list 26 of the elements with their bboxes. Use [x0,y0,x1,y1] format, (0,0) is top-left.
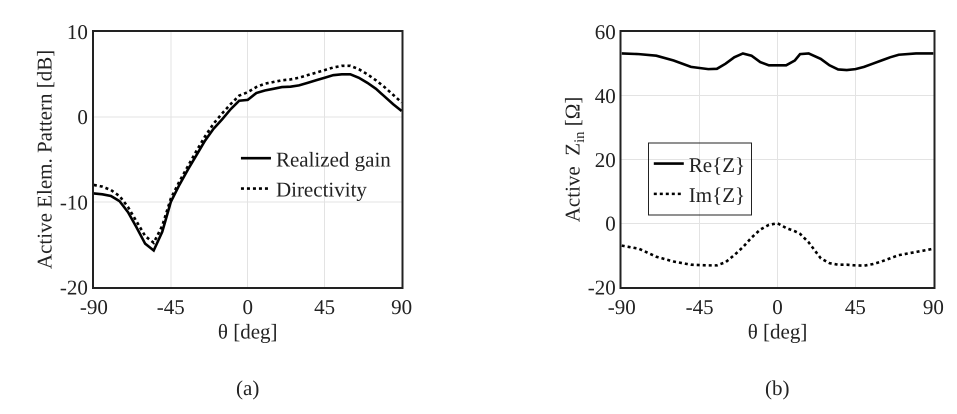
x-tick-label: 90 [391,295,412,320]
x-tick-label: 90 [922,295,944,320]
legend-label: Realized gain [276,147,392,172]
x-tick-label: 45 [844,295,866,320]
legend-label: Im{Z} [688,183,746,208]
legend-label: Re{Z} [688,152,746,177]
y-tick-label: -10 [60,190,88,214]
text: (a) [236,376,260,400]
y-tick-label: 60 [594,20,616,44]
text: (b) [765,376,790,400]
x-tick-label: -45 [156,295,185,320]
y-tick-label: 20 [594,148,616,172]
y-axis-title: Active Elem. Pattern [dB] [32,50,57,270]
y-tick-label: 10 [66,20,88,44]
legend-label: Directivity [276,178,368,202]
x-axis-title: θ [deg] [218,320,278,344]
x-tick-label: 45 [314,295,336,320]
y-tick-label: 40 [594,84,616,108]
x-tick-label: 0 [772,295,783,320]
x-tick-label: -45 [686,295,714,320]
x-tick-label: 0 [242,295,253,320]
y-tick-label: 0 [605,212,616,236]
line-series [622,52,934,72]
x-axis-title: θ [deg] [748,320,808,344]
line-series [622,222,934,267]
y-tick-label: 0 [77,105,88,130]
